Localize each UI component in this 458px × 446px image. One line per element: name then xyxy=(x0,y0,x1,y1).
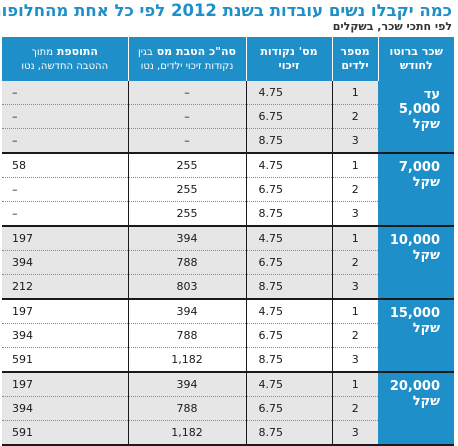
kids-cell: 2 xyxy=(331,104,378,129)
header-salary: שכר ברוטו לחודש xyxy=(377,37,454,81)
table-row: 15,000 שקל 1 4.75 394 197 xyxy=(2,299,454,373)
benefit-cell: – xyxy=(127,128,246,154)
kids-cell: 3 xyxy=(331,201,378,227)
kids-cell: 3 xyxy=(331,128,378,154)
kids-cell: 2 xyxy=(331,396,378,421)
kids-cell: 2 xyxy=(331,323,378,348)
header-addition-inline: מתוך xyxy=(31,47,54,58)
addition-cell: 394 xyxy=(2,323,128,348)
table-row: 3 8.75 803 212 xyxy=(2,274,454,300)
salary-cell: 7,000 שקל xyxy=(378,153,454,227)
table-row: 3 8.75 1,182 591 xyxy=(2,347,454,373)
addition-cell: – xyxy=(2,177,128,202)
table-row: 2 6.75 255– xyxy=(2,177,454,202)
kids-cell: 3 xyxy=(331,420,378,446)
kids-cell: 1 xyxy=(331,226,378,251)
header-benefit-sub: נקודות זיכוי ילדים, נטו xyxy=(140,61,234,72)
salary-cell: 10,000 שקל xyxy=(378,226,454,300)
kids-cell: 1 xyxy=(331,372,378,397)
points-cell: 4.75 xyxy=(245,81,332,105)
points-cell: 8.75 xyxy=(245,420,332,446)
points-cell: 8.75 xyxy=(245,201,332,227)
addition-cell: 591 xyxy=(2,420,128,446)
points-cell: 8.75 xyxy=(245,347,332,373)
benefit-cell: 394 xyxy=(127,226,246,251)
benefit-cell: – xyxy=(127,104,246,129)
header-points: מס' נקודות זיכוי xyxy=(245,37,332,81)
kids-cell: 2 xyxy=(331,177,378,202)
salary-cell: עד 5,000 שקל xyxy=(378,81,454,154)
points-cell: 8.75 xyxy=(245,274,332,300)
addition-cell: – xyxy=(2,104,128,129)
addition-cell: 197 xyxy=(2,226,128,251)
addition-cell: 591 xyxy=(2,347,128,373)
table-row: 7,000 שקל 1 4.75 255 58 xyxy=(2,153,454,227)
kids-cell: 2 xyxy=(331,250,378,275)
benefit-cell: 788 xyxy=(127,323,246,348)
addition-cell: 394 xyxy=(2,250,128,275)
table-row: 10,000 שקל 1 4.75 394 197 xyxy=(2,226,454,300)
addition-cell: 58 xyxy=(2,153,128,178)
table-row: 2 6.75 788 394 xyxy=(2,250,454,275)
addition-cell: 197 xyxy=(2,299,128,324)
benefit-cell: 255 xyxy=(127,177,246,202)
kids-cell: 1 xyxy=(331,81,378,105)
points-cell: 4.75 xyxy=(245,226,332,251)
addition-cell: – xyxy=(2,201,128,227)
page-title: כמה יקבלו נשים עובדות בשנת 2012 לפי כל א… xyxy=(0,1,452,20)
benefit-cell: 394 xyxy=(127,299,246,324)
kids-cell: 3 xyxy=(331,274,378,300)
header-kids: מספר ילדים xyxy=(331,37,378,81)
addition-cell: – xyxy=(2,128,128,154)
benefit-cell: – xyxy=(127,81,246,105)
table-row: עד 5,000 שקל 1 4.75– – xyxy=(2,81,454,154)
benefit-cell: 803 xyxy=(127,274,246,300)
table-row: 2 6.75 788 394 xyxy=(2,323,454,348)
header-benefit-main: סה"כ הטבת מס xyxy=(156,45,237,58)
addition-cell: 394 xyxy=(2,396,128,421)
header-row: שכר ברוטו לחודש מספר ילדים מס' נקודות זי… xyxy=(2,37,454,81)
points-cell: 6.75 xyxy=(245,177,332,202)
table-row: 2 6.75– – xyxy=(2,104,454,129)
benefit-cell: 788 xyxy=(127,396,246,421)
points-cell: 6.75 xyxy=(245,104,332,129)
addition-cell: – xyxy=(2,81,128,105)
benefit-cell: 788 xyxy=(127,250,246,275)
kids-cell: 1 xyxy=(331,299,378,324)
points-cell: 6.75 xyxy=(245,396,332,421)
points-cell: 4.75 xyxy=(245,372,332,397)
header-benefit: סה"כ הטבת מס בגין נקודות זיכוי ילדים, נט… xyxy=(127,37,246,81)
points-cell: 6.75 xyxy=(245,250,332,275)
benefit-cell: 255 xyxy=(127,153,246,178)
points-cell: 4.75 xyxy=(245,299,332,324)
tax-benefit-table: שכר ברוטו לחודש מספר ילדים מס' נקודות זי… xyxy=(2,37,454,446)
benefit-cell: 255 xyxy=(127,201,246,227)
table-row: 20,000 שקל 1 4.75 394 197 xyxy=(2,372,454,446)
kids-cell: 3 xyxy=(331,347,378,373)
salary-cell: 15,000 שקל xyxy=(378,299,454,373)
points-cell: 8.75 xyxy=(245,128,332,154)
header-benefit-inline: בגין xyxy=(137,47,153,58)
benefit-cell: 394 xyxy=(127,372,246,397)
header-addition: התוספת מתוך ההטבה החדשה, נטו xyxy=(2,37,128,81)
page-subtitle: לפי חתכי שכר, בשקלים xyxy=(332,20,452,33)
kids-cell: 1 xyxy=(331,153,378,178)
points-cell: 6.75 xyxy=(245,323,332,348)
header-addition-sub: ההטבה החדשה, נטו xyxy=(21,61,109,72)
table-row: 2 6.75 788 394 xyxy=(2,396,454,421)
addition-cell: 197 xyxy=(2,372,128,397)
addition-cell: 212 xyxy=(2,274,128,300)
table-body: עד 5,000 שקל 1 4.75– –2 6.75– –3 8.75– –7,000 ש… xyxy=(2,81,454,446)
benefit-cell: 1,182 xyxy=(127,347,246,373)
salary-cell: 20,000 שקל xyxy=(378,372,454,446)
header-addition-main: התוספת xyxy=(56,45,98,58)
table-row: 3 8.75– – xyxy=(2,128,454,154)
benefit-cell: 1,182 xyxy=(127,420,246,446)
table-row: 3 8.75 255– xyxy=(2,201,454,227)
points-cell: 4.75 xyxy=(245,153,332,178)
